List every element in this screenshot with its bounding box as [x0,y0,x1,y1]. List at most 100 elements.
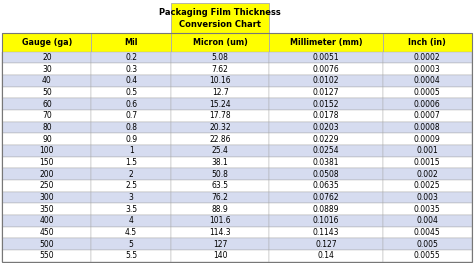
Text: 0.6: 0.6 [125,100,137,109]
Bar [2,52,91,63]
Text: 200: 200 [40,170,54,179]
Text: 127: 127 [213,240,228,249]
Text: 2: 2 [129,170,134,179]
Bar [171,52,270,63]
Text: 0.0051: 0.0051 [313,53,339,62]
Bar [2,110,91,122]
Bar [383,192,472,203]
Text: 50: 50 [42,88,52,97]
Bar [171,133,270,145]
Text: 0.2: 0.2 [125,53,137,62]
Text: 4: 4 [128,216,134,225]
Bar [270,145,383,157]
Bar [383,157,472,168]
Bar [270,168,383,180]
Bar [2,203,91,215]
Text: 25.4: 25.4 [212,146,228,155]
Text: 76.2: 76.2 [212,193,228,202]
Text: 500: 500 [39,240,54,249]
Bar [2,180,91,192]
Text: 0.5: 0.5 [125,88,137,97]
Text: 0.3: 0.3 [125,65,137,74]
Bar [91,75,171,87]
Bar [383,75,472,87]
Text: 300: 300 [39,193,54,202]
Text: 0.1016: 0.1016 [313,216,339,225]
Text: 0.0229: 0.0229 [313,135,339,144]
Bar [383,145,472,157]
Text: 3: 3 [128,193,134,202]
Bar [2,87,91,98]
Text: 12.7: 12.7 [212,88,228,97]
Bar [270,33,383,52]
Bar [2,238,91,250]
Bar [171,192,270,203]
Text: Micron (um): Micron (um) [193,38,247,47]
Bar [270,203,383,215]
Text: 0.0015: 0.0015 [414,158,440,167]
Text: 1: 1 [129,146,134,155]
Bar [91,122,171,133]
Bar [2,192,91,203]
Bar [383,122,472,133]
Text: 0.0035: 0.0035 [414,205,440,214]
Bar [270,215,383,227]
Text: 0.8: 0.8 [125,123,137,132]
Bar [383,63,472,75]
Text: 0.002: 0.002 [416,170,438,179]
Bar [171,250,270,262]
Text: 4.5: 4.5 [125,228,137,237]
Bar [383,215,472,227]
Text: Mil: Mil [124,38,138,47]
Bar [91,98,171,110]
Bar [270,157,383,168]
Bar [171,3,270,33]
Bar [270,52,383,63]
Text: 50.8: 50.8 [212,170,228,179]
Text: 0.0254: 0.0254 [313,146,339,155]
Text: Packaging Film Thickness: Packaging Film Thickness [159,8,281,17]
Text: 0.0889: 0.0889 [313,205,339,214]
Bar [91,52,171,63]
Text: 22.86: 22.86 [210,135,231,144]
Bar [171,227,270,238]
Bar [91,157,171,168]
Bar [91,168,171,180]
Text: 0.0055: 0.0055 [414,251,440,260]
Bar [91,133,171,145]
Bar [383,168,472,180]
Bar [270,122,383,133]
Bar [2,33,472,262]
Text: 3.5: 3.5 [125,205,137,214]
Bar [91,192,171,203]
Text: 0.0045: 0.0045 [414,228,440,237]
Text: 0.0004: 0.0004 [414,77,440,85]
Text: 0.0002: 0.0002 [414,53,440,62]
Text: 100: 100 [40,146,54,155]
Bar [171,110,270,122]
Bar [383,203,472,215]
Bar [2,215,91,227]
Bar [270,75,383,87]
Text: 0.0152: 0.0152 [313,100,339,109]
Text: 30: 30 [42,65,52,74]
Bar [91,180,171,192]
Text: 101.6: 101.6 [210,216,231,225]
Bar [2,227,91,238]
Text: 0.0178: 0.0178 [313,112,339,120]
Bar [171,75,270,87]
Bar [270,87,383,98]
Bar [383,133,472,145]
Bar [91,33,171,52]
Bar [171,122,270,133]
Text: 0.0508: 0.0508 [313,170,339,179]
Bar [383,180,472,192]
Bar [270,133,383,145]
Bar [383,87,472,98]
Text: 70: 70 [42,112,52,120]
Text: 5: 5 [128,240,134,249]
Text: 38.1: 38.1 [212,158,228,167]
Bar [2,122,91,133]
Text: 15.24: 15.24 [210,100,231,109]
Text: Inch (in): Inch (in) [408,38,446,47]
